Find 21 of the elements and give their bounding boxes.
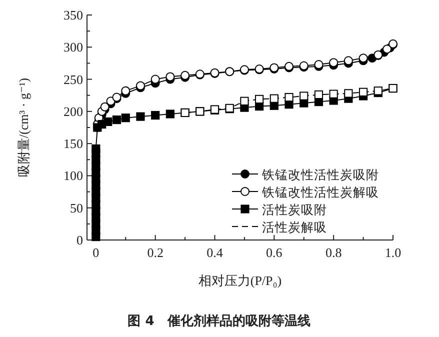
y-tick-label: 50: [70, 200, 83, 216]
y-tick-label: 100: [64, 168, 83, 184]
legend-label: 活性炭解吸: [262, 220, 327, 234]
x-tick-label: 0.2: [147, 245, 164, 260]
y-tick-label: 0: [76, 232, 83, 248]
legend-label: 铁锰改性活性炭解吸: [261, 184, 379, 200]
y-tick-label: 350: [64, 8, 83, 22]
x-axis-title: 相对压力(P/P₀): [198, 273, 282, 288]
x-tick-label: 0.4: [206, 245, 224, 260]
x-tick-label: 0.6: [266, 245, 283, 260]
x-tick-label: 0.8: [325, 245, 342, 260]
legend-label: 活性炭吸附: [262, 202, 327, 217]
y-tick-label: 300: [64, 40, 83, 55]
y-tick-label: 200: [64, 104, 83, 119]
y-axis-title: 吸附量/(cm³ · g⁻¹): [16, 78, 31, 178]
x-tick-label: 0: [92, 245, 100, 260]
legend-label: 铁锰改性活性炭吸附: [261, 167, 379, 182]
text: 图 4 催化剂样品的吸附等温线: [128, 313, 310, 329]
y-tick-label: 250: [64, 72, 83, 87]
x-tick-label: 1.0: [384, 245, 402, 260]
y-tick-label: 150: [64, 136, 83, 152]
